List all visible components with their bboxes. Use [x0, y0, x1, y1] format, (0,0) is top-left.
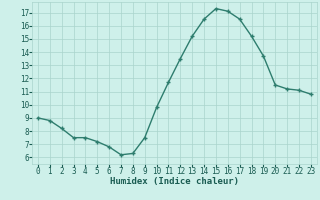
X-axis label: Humidex (Indice chaleur): Humidex (Indice chaleur)	[110, 177, 239, 186]
